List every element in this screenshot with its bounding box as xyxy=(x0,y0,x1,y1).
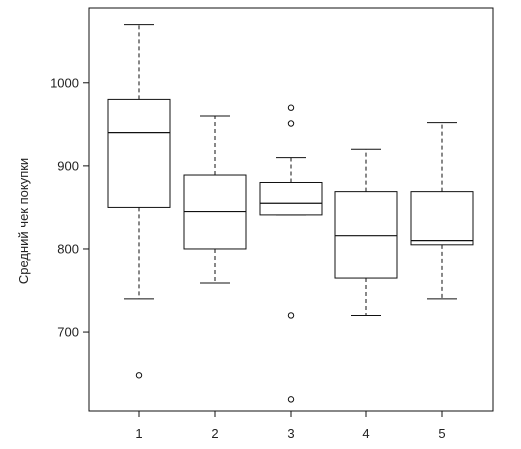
outlier-3-0 xyxy=(287,104,295,111)
outlier-1-0 xyxy=(135,372,143,379)
boxes-layer xyxy=(107,24,474,403)
x-tick-label-2: 2 xyxy=(211,426,218,441)
outlier-3-3 xyxy=(287,396,295,403)
box-group-3 xyxy=(259,104,323,403)
y-axis: 700 800 900 1000 xyxy=(50,75,89,340)
y-tick-label-900: 900 xyxy=(57,158,79,173)
outlier-3-1 xyxy=(287,120,295,127)
box-group-5 xyxy=(410,122,474,300)
y-tick-label-1000: 1000 xyxy=(50,75,79,90)
box-4 xyxy=(334,191,398,279)
y-tick-label-700: 700 xyxy=(57,325,79,340)
x-tick-label-5: 5 xyxy=(438,426,445,441)
box-group-1 xyxy=(107,24,171,379)
x-axis: 1 2 3 4 5 xyxy=(135,411,446,441)
y-axis-label: Средний чек покупки xyxy=(16,158,31,284)
x-tick-label-1: 1 xyxy=(135,426,142,441)
x-tick-label-3: 3 xyxy=(287,426,294,441)
x-tick-label-4: 4 xyxy=(362,426,369,441)
box-group-2 xyxy=(183,115,247,284)
outlier-3-2 xyxy=(287,312,295,319)
box-1 xyxy=(107,98,171,208)
box-group-4 xyxy=(334,148,398,316)
y-tick-label-800: 800 xyxy=(57,241,79,256)
box-5 xyxy=(410,191,474,246)
box-3 xyxy=(259,181,323,216)
